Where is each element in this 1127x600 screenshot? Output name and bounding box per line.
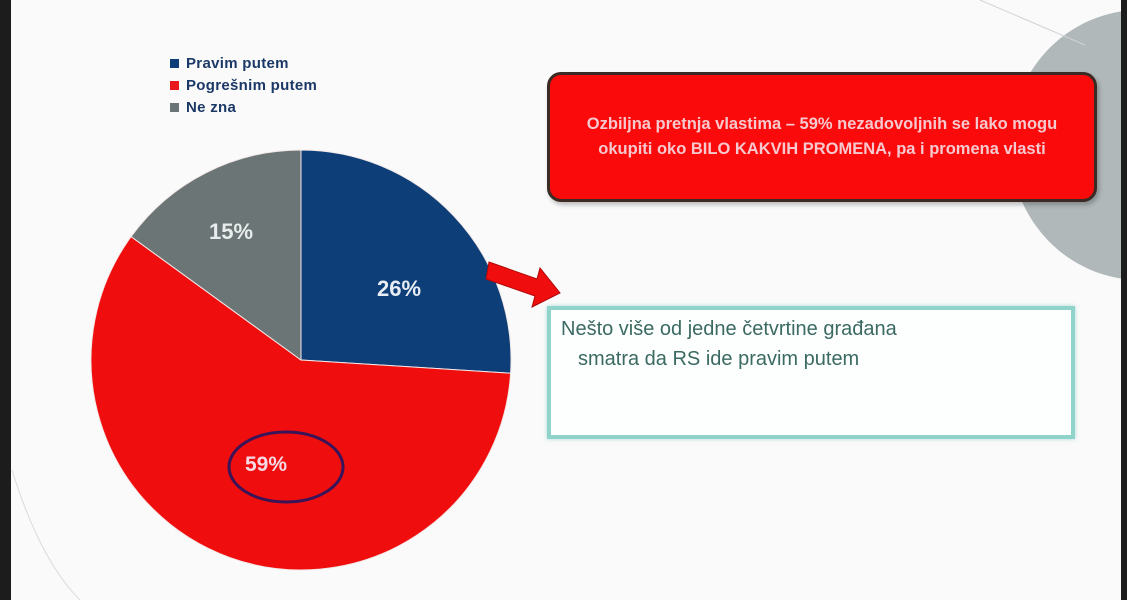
legend-item-pogresnim-putem: Pogrešnim putem bbox=[170, 74, 317, 96]
legend-swatch-red bbox=[170, 80, 179, 90]
legend-item-pravim-putem: Pravim putem bbox=[170, 52, 317, 74]
legend-swatch-gray bbox=[170, 102, 179, 112]
legend-swatch-blue bbox=[170, 58, 179, 68]
legend-label: Pravim putem bbox=[186, 54, 289, 72]
left-frame-border bbox=[0, 0, 11, 600]
arrow-icon bbox=[485, 261, 561, 308]
pie-label-pogresnim-putem: 59% bbox=[245, 453, 288, 476]
right-frame-border bbox=[1121, 0, 1127, 600]
red-callout-box: Ozbiljna pretnja vlastima – 59% nezadovo… bbox=[547, 72, 1097, 202]
highlight-ellipse bbox=[227, 430, 345, 504]
chart-legend: Pravim putem Pogrešnim putem Ne zna bbox=[170, 52, 317, 118]
pie-label-ne-zna: 15% bbox=[209, 219, 254, 244]
teal-callout-line-2: smatra da RS ide pravim putem bbox=[578, 348, 860, 370]
legend-item-ne-zna: Ne zna bbox=[170, 96, 317, 118]
legend-label: Ne zna bbox=[186, 98, 237, 116]
pie-slice-pogresnim-putem bbox=[90, 235, 512, 571]
pie-label-pravim-putem: 26% bbox=[377, 276, 422, 301]
legend-label: Pogrešnim putem bbox=[186, 76, 318, 94]
pie-slice-pravim-putem bbox=[300, 149, 512, 374]
pie-slice-ne-zna bbox=[130, 149, 302, 361]
teal-callout-box: Nešto više od jedne četvrtine građana sm… bbox=[547, 306, 1075, 439]
red-callout-text: Ozbiljna pretnja vlastima – 59% nezadovo… bbox=[586, 115, 1058, 158]
teal-callout-line-1: Nešto više od jedne četvrtine građana bbox=[561, 318, 897, 340]
